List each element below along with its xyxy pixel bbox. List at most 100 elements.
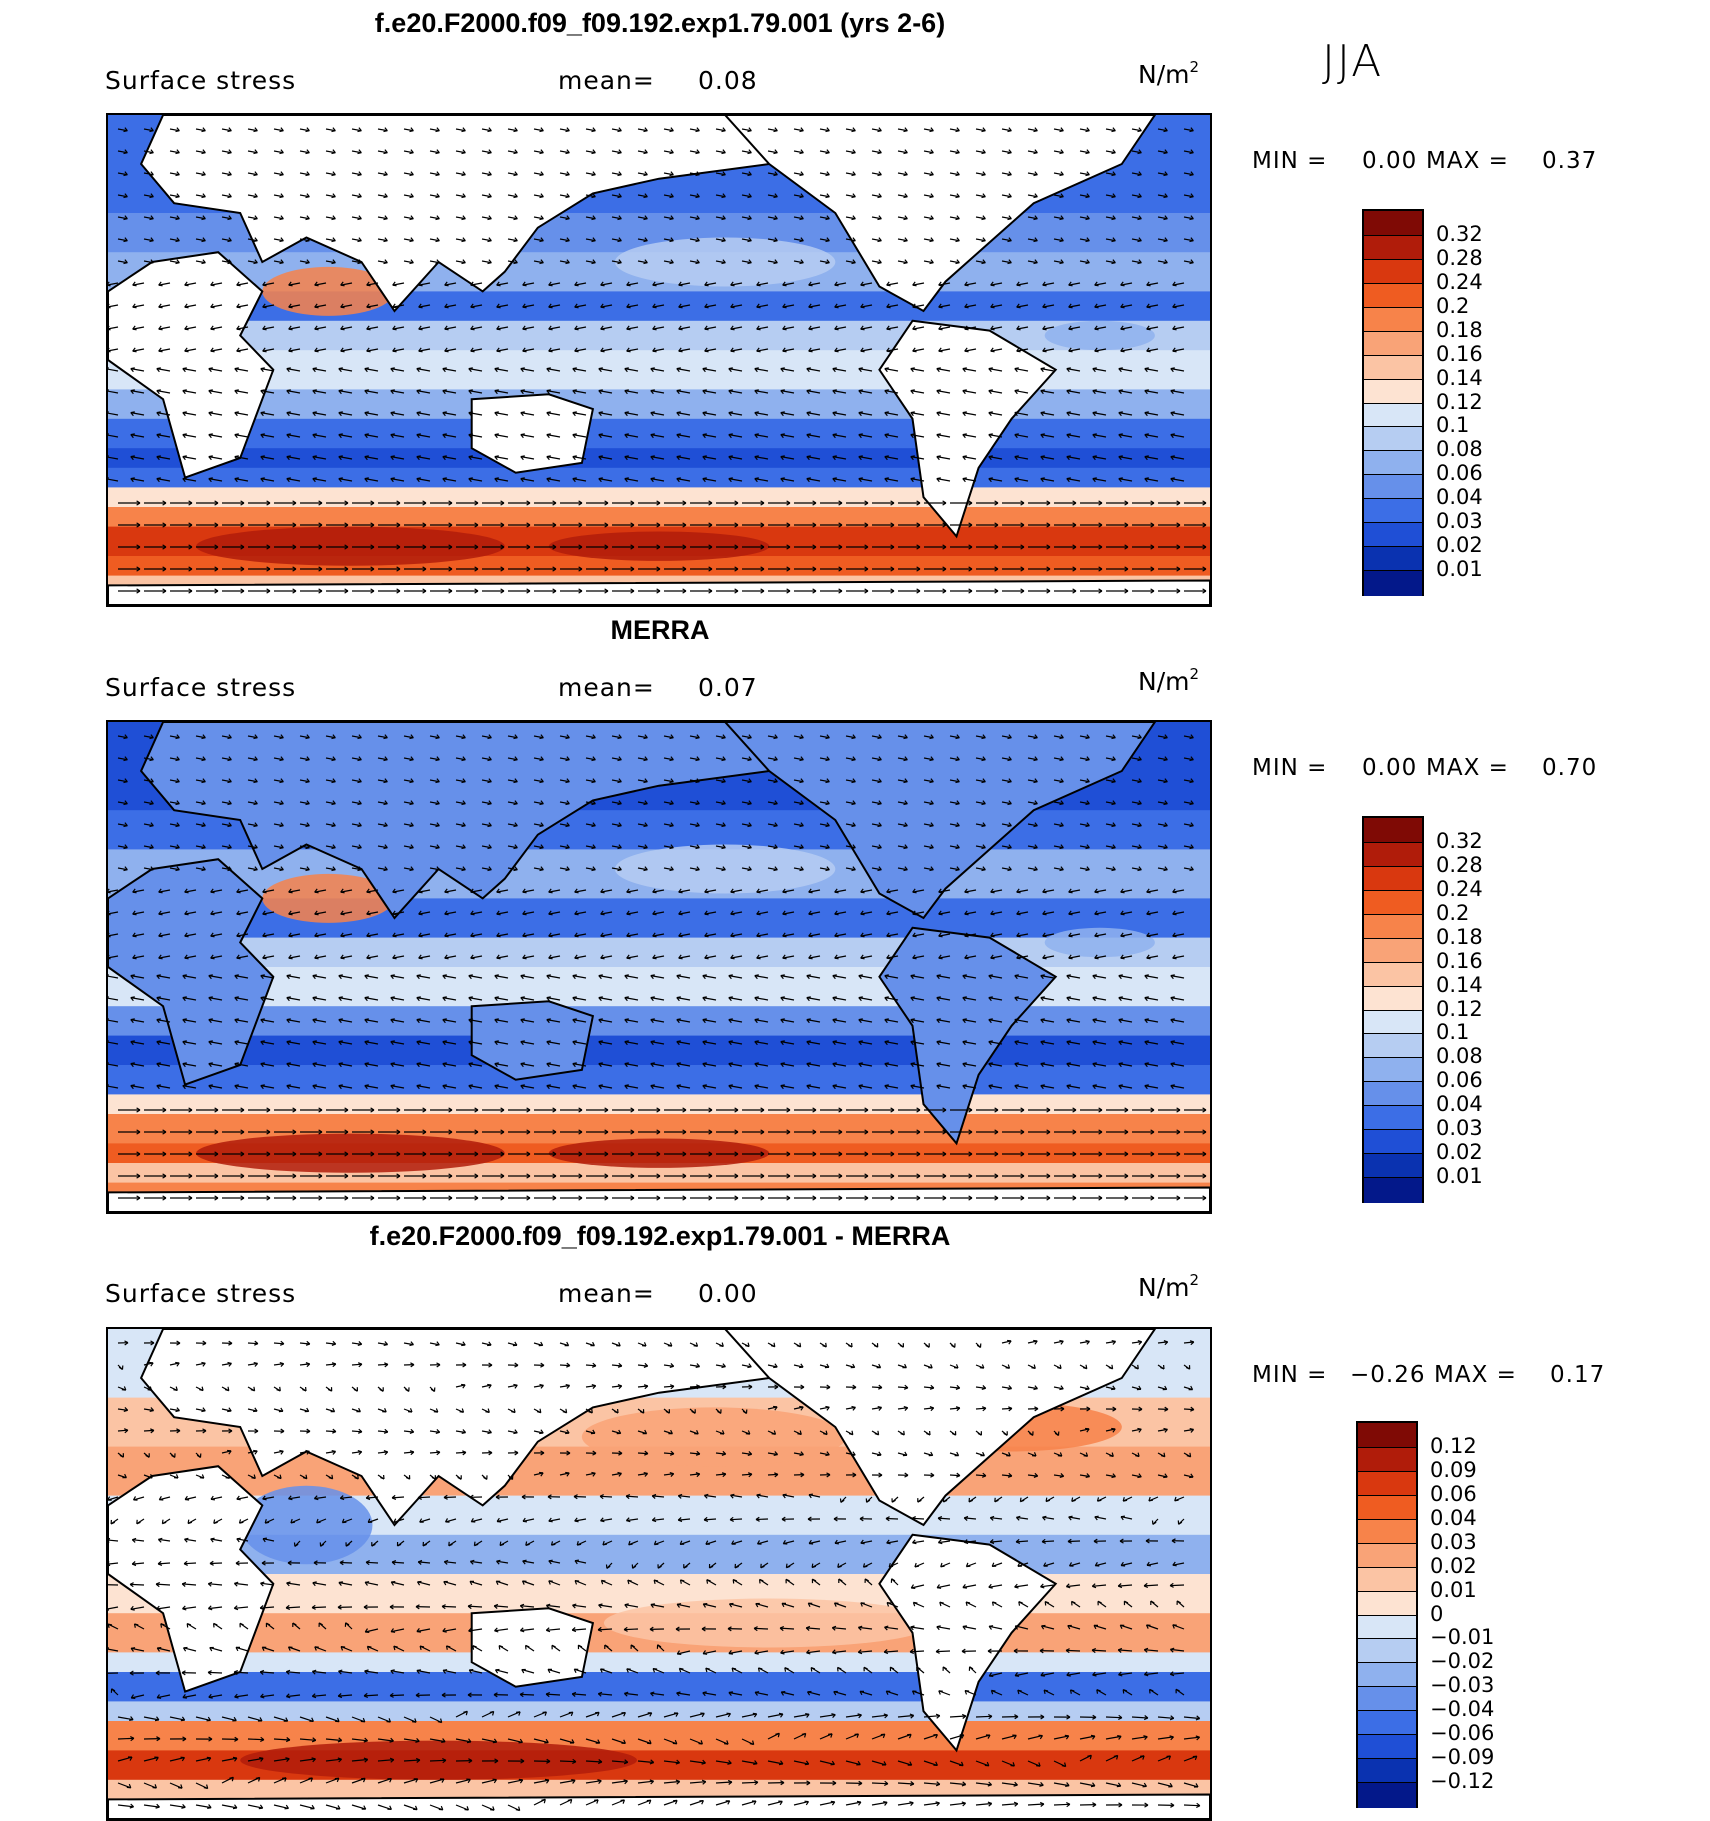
colorbar-segment — [1364, 474, 1422, 499]
colorbar-segment — [1364, 914, 1422, 939]
colorbar-segment — [1364, 522, 1422, 547]
colorbar-segment — [1364, 379, 1422, 404]
colorbar-tick-label: 0.1 — [1436, 1020, 1469, 1044]
field-band — [108, 1721, 1210, 1751]
colorbar-tick-label: 0.1 — [1436, 413, 1469, 437]
colorbar-segment — [1364, 450, 1422, 475]
colorbar-tick-label: 0.18 — [1436, 318, 1483, 342]
panel-3-map — [106, 1327, 1212, 1821]
field-band — [108, 938, 1210, 968]
colorbar-tick-label: 0.2 — [1436, 901, 1469, 925]
wind-vector — [912, 1518, 924, 1519]
colorbar-segment — [1364, 890, 1422, 915]
panel-2-title: MERRA — [611, 615, 710, 646]
colorbar-tick-label: 0.16 — [1436, 949, 1483, 973]
colorbar-segment — [1364, 1129, 1422, 1154]
panel-2-map — [106, 720, 1212, 1214]
colorbar-segment — [1364, 307, 1422, 332]
colorbar-tick-label: 0.32 — [1436, 222, 1483, 246]
continent-outline — [108, 1188, 1210, 1213]
field-feature — [1045, 928, 1155, 957]
panel-3-unit: N/m2 — [1138, 1271, 1199, 1302]
field-band — [108, 1652, 1210, 1673]
colorbar-segment — [1364, 498, 1422, 523]
wind-vector — [1068, 1541, 1080, 1542]
wind-vector — [444, 1497, 456, 1498]
wind-vector — [574, 1497, 586, 1498]
field-band — [108, 487, 1210, 508]
panel-2-min-value: 0.00 — [1362, 755, 1417, 781]
continent-outline — [108, 1795, 1210, 1820]
colorbar-segment — [1364, 1153, 1422, 1178]
field-feature — [240, 1486, 372, 1564]
colorbar-segment — [1364, 986, 1422, 1011]
field-band — [108, 1094, 1210, 1115]
panel-2-max-value: 0.70 — [1542, 755, 1597, 781]
panel-1-mean-value: 0.08 — [698, 66, 758, 95]
field-band — [108, 1701, 1210, 1722]
colorbar-tick-label: 0.18 — [1436, 925, 1483, 949]
panel-1-max-value: 0.37 — [1542, 148, 1597, 174]
panel-1-unit: N/m2 — [1138, 58, 1199, 89]
wind-vector — [600, 1496, 612, 1497]
panel-2-mean-value: 0.07 — [698, 673, 758, 702]
colorbar-tick-label: 0.2 — [1436, 294, 1469, 318]
colorbar-tick-label: 0.32 — [1436, 829, 1483, 853]
field-band — [108, 321, 1210, 351]
colorbar-tick-label: 0.01 — [1436, 557, 1483, 581]
wind-vector — [418, 1497, 430, 1498]
colorbar-segment — [1364, 259, 1422, 284]
colorbar-segment — [1364, 938, 1422, 963]
colorbar-tick-label: 0.14 — [1436, 366, 1483, 390]
panel-1-variable: Surface stress — [105, 66, 296, 95]
colorbar-segment — [1364, 818, 1422, 842]
wind-vector — [886, 1519, 898, 1520]
panel-2-variable: Surface stress — [105, 673, 296, 702]
colorbar-segment — [1364, 1057, 1422, 1082]
panel-3-title: f.e20.F2000.f09_f09.192.exp1.79.001 - ME… — [370, 1221, 951, 1252]
colorbar-tick-label: 0.16 — [1436, 342, 1483, 366]
colorbar-segment — [1364, 1105, 1422, 1130]
colorbar-segment — [1364, 235, 1422, 260]
panel-3-variable: Surface stress — [105, 1279, 296, 1308]
panel-3-mean-label: mean= — [558, 1279, 655, 1308]
wind-vector — [210, 1563, 222, 1564]
season-label: JJA — [1322, 36, 1383, 87]
wind-vector — [1042, 1541, 1054, 1542]
colorbar-segment — [1364, 1033, 1422, 1058]
colorbar-segment — [1364, 426, 1422, 451]
colorbar-segment — [1364, 355, 1422, 380]
panel-1-title: f.e20.F2000.f09_f09.192.exp1.79.001 (yrs… — [375, 8, 945, 39]
colorbar-segment — [1364, 570, 1422, 595]
colorbar-segment — [1364, 962, 1422, 987]
colorbar-segment — [1364, 283, 1422, 308]
panel-2-map-svg — [108, 722, 1210, 1212]
wind-vector — [756, 1519, 768, 1520]
colorbar-tick-label: 0.28 — [1436, 246, 1483, 270]
colorbar-segment — [1364, 403, 1422, 428]
panel-1-max-label: MAX = — [1426, 148, 1509, 174]
colorbar-tick-label: 0.28 — [1436, 853, 1483, 877]
panel-1-min-label: MIN = — [1252, 148, 1327, 174]
panel-1-mean-label: mean= — [558, 66, 655, 95]
field-feature — [1045, 321, 1155, 350]
colorbar-tick-label: 0.08 — [1436, 1044, 1483, 1068]
colorbar-tick-label: 0.14 — [1436, 973, 1483, 997]
colorbar-tick-label: 0.03 — [1436, 509, 1483, 533]
panel-1-map — [106, 113, 1212, 607]
wind-vector — [184, 1563, 196, 1564]
panel-1-min-value: 0.00 — [1362, 148, 1417, 174]
colorbar-tick-label: 0.08 — [1436, 437, 1483, 461]
colorbar-segment — [1364, 211, 1422, 235]
panel-3-mean-value: 0.00 — [698, 1279, 758, 1308]
wind-vector — [312, 1607, 326, 1608]
colorbar-tick-label: 0.24 — [1436, 877, 1483, 901]
wind-vector — [340, 1563, 352, 1564]
wind-vector — [130, 1584, 144, 1585]
panel-2-max-label: MAX = — [1426, 755, 1509, 781]
colorbar-tick-label: 0.04 — [1436, 1092, 1483, 1116]
field-feature — [582, 1407, 846, 1466]
colorbar-segment — [1364, 546, 1422, 571]
